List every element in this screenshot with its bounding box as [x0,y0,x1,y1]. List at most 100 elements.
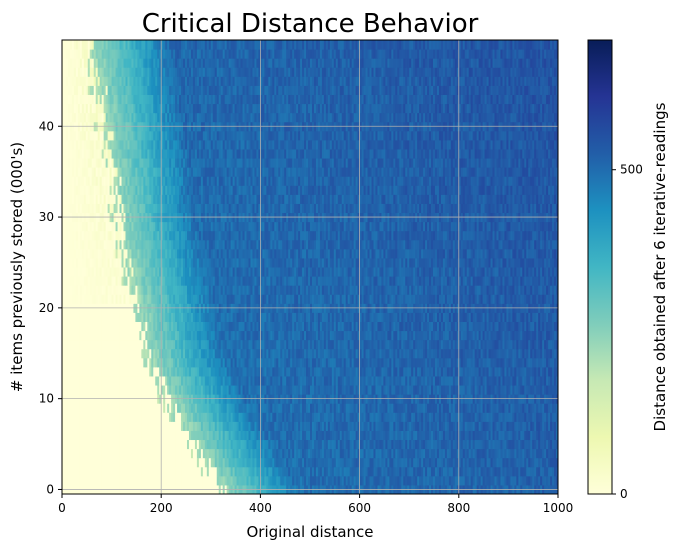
heatmap-cell [117,312,121,322]
heatmap-cell [369,466,372,477]
heatmap-cell [355,348,359,359]
heatmap-cell [62,412,65,422]
heatmap-cell [518,366,521,377]
heatmap-cell [79,375,83,386]
heatmap-cell [532,375,535,386]
heatmap-cell [544,312,547,322]
heatmap-cell [270,403,273,413]
heatmap-cell [81,439,85,450]
heatmap-cell [522,475,525,486]
heatmap-cell [304,339,307,350]
heatmap-cell [369,366,372,377]
heatmap-cell [232,403,236,413]
heatmap-cell [361,366,365,377]
heatmap-cell [177,439,180,450]
heatmap-cell [278,375,281,386]
heatmap-cell [115,466,119,477]
heatmap-cell [302,457,305,468]
heatmap-cell [300,457,303,468]
heatmap-cell [494,403,497,413]
heatmap-cell [276,448,279,459]
heatmap-cell [206,321,210,332]
heatmap-cell [472,403,476,413]
heatmap-cell [282,357,285,368]
heatmap-cell [405,321,408,332]
heatmap-cell [141,348,144,359]
heatmap-cell [317,321,321,332]
heatmap-cell [411,385,414,395]
heatmap-cell [171,421,174,431]
heatmap-cell [325,439,329,450]
heatmap-cell [460,457,464,468]
heatmap-cell [421,366,424,377]
heatmap-cell [512,430,515,441]
heatmap-cell [234,321,238,332]
heatmap-cell [81,366,85,377]
heatmap-cell [502,366,505,377]
heatmap-cell [75,412,79,422]
heatmap-cell [210,439,214,450]
heatmap-cell [85,357,89,368]
heatmap-cell [341,339,345,350]
heatmap-cell [73,366,77,377]
heatmap-cell [532,412,535,422]
heatmap-cell [393,403,396,413]
heatmap-cell [163,430,166,441]
heatmap-cell [365,321,369,332]
heatmap-cell [69,357,73,368]
heatmap-cell [147,312,150,322]
heatmap-cell [155,312,158,322]
heatmap-cell [361,439,365,450]
heatmap-cell [345,466,349,477]
heatmap-cell [464,439,468,450]
heatmap-cell [468,385,472,395]
heatmap-cell [331,412,335,422]
heatmap-cell [325,330,329,341]
heatmap-cell [383,403,386,413]
heatmap-cell [361,321,365,332]
heatmap-cell [242,412,246,422]
heatmap-cell [387,312,390,322]
heatmap-cell [385,439,388,450]
heatmap-cell [363,421,367,431]
heatmap-cell [165,466,168,477]
heatmap-cell [194,366,198,377]
heatmap-cell [292,439,295,450]
heatmap-cell [246,330,249,341]
heatmap-cell [117,448,121,459]
heatmap-cell [282,475,285,486]
heatmap-cell [198,430,202,441]
heatmap-cell [341,403,345,413]
heatmap-cell [264,339,267,350]
heatmap-cell [250,457,253,468]
heatmap-cell [500,421,503,431]
heatmap-cell [157,412,160,422]
heatmap-cell [200,330,204,341]
heatmap-cell [339,448,343,459]
heatmap-cell [524,339,527,350]
heatmap-cell [458,439,462,450]
heatmap-cell [423,357,426,368]
heatmap-cell [466,475,470,486]
heatmap-cell [458,339,462,350]
heatmap-cell [353,466,357,477]
heatmap-cell [456,457,460,468]
heatmap-cell [256,357,259,368]
heatmap-cell [87,366,91,377]
heatmap-cell [351,330,355,341]
heatmap-cell [103,430,107,441]
heatmap-cell [256,375,259,386]
heatmap-cell [226,475,230,486]
heatmap-cell [93,312,97,322]
heatmap-cell [450,457,454,468]
heatmap-cell [431,457,434,468]
heatmap-cell [415,375,418,386]
heatmap-cell [232,457,236,468]
heatmap-cell [478,457,482,468]
heatmap-cell [387,385,390,395]
heatmap-cell [153,375,156,386]
heatmap-cell [413,312,416,322]
heatmap-cell [480,366,484,377]
heatmap-cell [210,330,214,341]
heatmap-cell [413,430,416,441]
